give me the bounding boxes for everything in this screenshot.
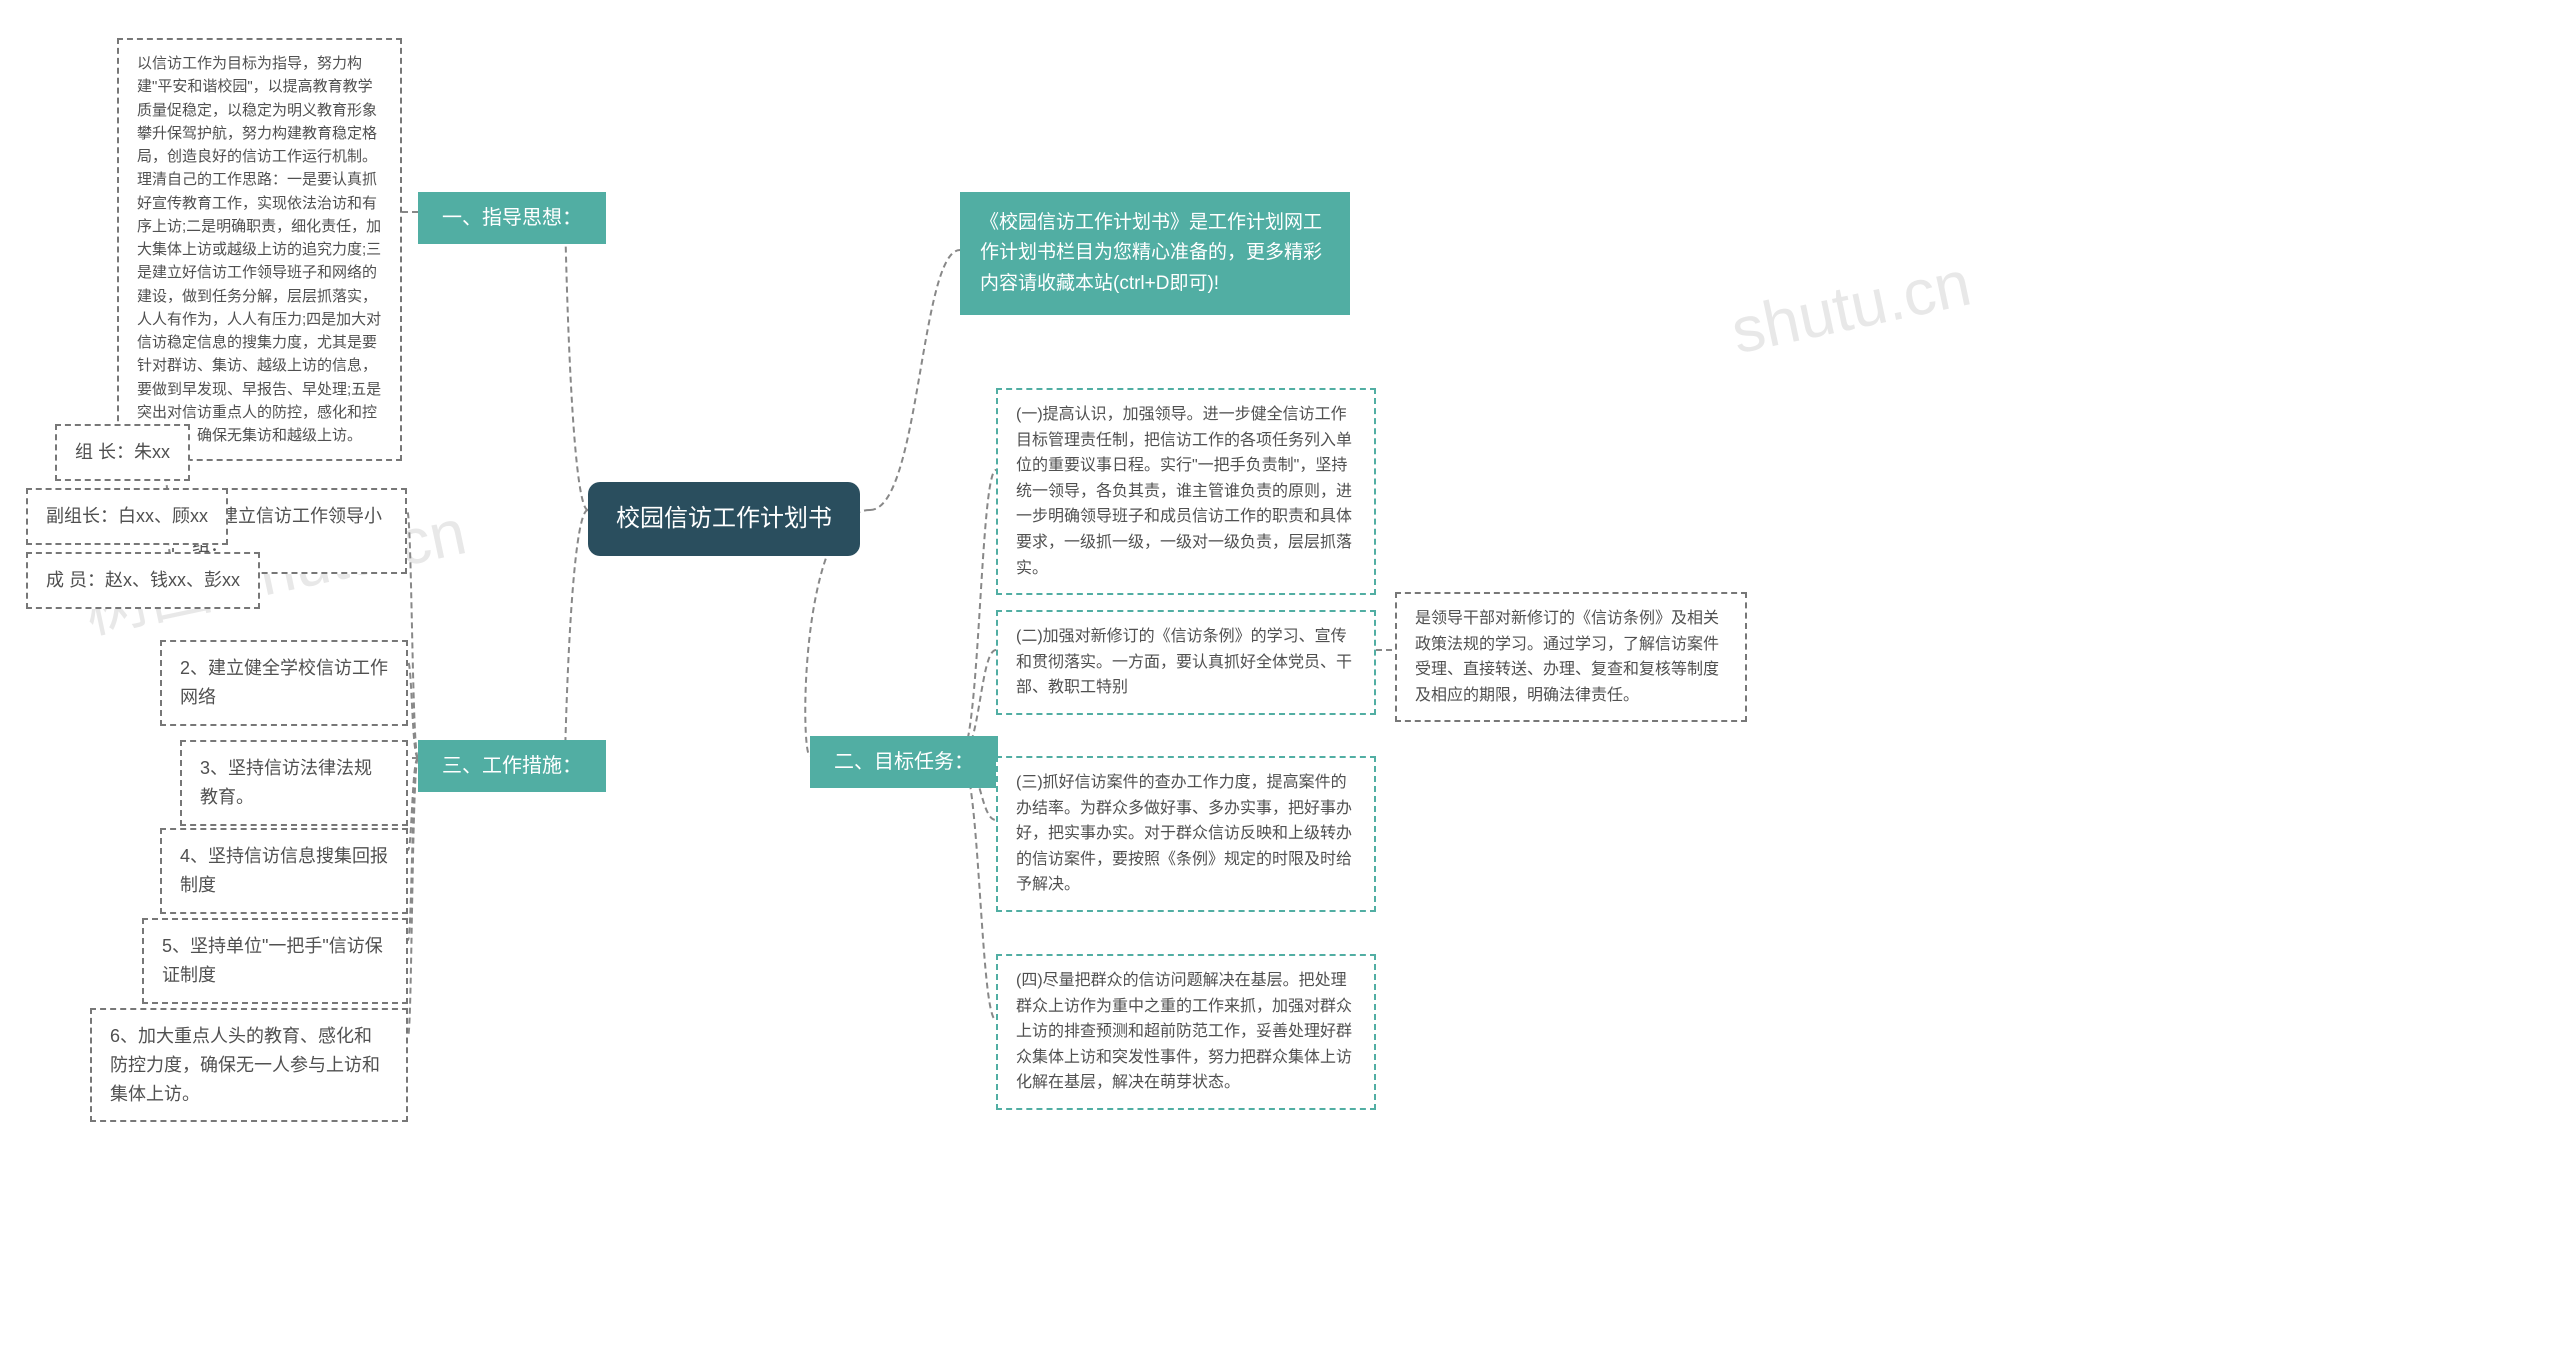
m1-deputy: 副组长：白xx、顾xx [26, 488, 228, 545]
watermark-right: shutu.cn [1725, 246, 1977, 369]
s2-t2: (二)加强对新修订的《信访条例》的学习、宣传和贯彻落实。一方面，要认真抓好全体党… [996, 610, 1376, 715]
m2: 2、建立健全学校信访工作网络 [160, 640, 408, 726]
m4: 4、坚持信访信息搜集回报制度 [160, 828, 408, 914]
m1-member: 成 员：赵x、钱xx、彭xx [26, 552, 260, 609]
m1-leader: 组 长：朱xx [55, 424, 190, 481]
root-node: 校园信访工作计划书 [588, 482, 860, 556]
section3-title: 三、工作措施： [418, 740, 606, 792]
s2-t1: (一)提高认识，加强领导。进一步健全信访工作目标管理责任制，把信访工作的各项任务… [996, 388, 1376, 595]
m6: 6、加大重点人头的教育、感化和防控力度，确保无一人参与上访和集体上访。 [90, 1008, 408, 1122]
s2-t4: (四)尽量把群众的信访问题解决在基层。把处理群众上访作为重中之重的工作来抓，加强… [996, 954, 1376, 1110]
m3: 3、坚持信访法律法规教育。 [180, 740, 408, 826]
m5: 5、坚持单位"一把手"信访保证制度 [142, 918, 408, 1004]
section2-title: 二、目标任务： [810, 736, 998, 788]
section1-title: 一、指导思想： [418, 192, 606, 244]
s2-t2-ext: 是领导干部对新修订的《信访条例》及相关政策法规的学习。通过学习，了解信访案件受理… [1395, 592, 1747, 722]
s2-t3: (三)抓好信访案件的查办工作力度，提高案件的办结率。为群众多做好事、多办实事，把… [996, 756, 1376, 912]
intro-box: 《校园信访工作计划书》是工作计划网工作计划书栏目为您精心准备的，更多精彩内容请收… [960, 192, 1350, 315]
section1-body: 以信访工作为目标为指导，努力构建"平安和谐校园"，以提高教育教学质量促稳定，以稳… [117, 38, 402, 461]
